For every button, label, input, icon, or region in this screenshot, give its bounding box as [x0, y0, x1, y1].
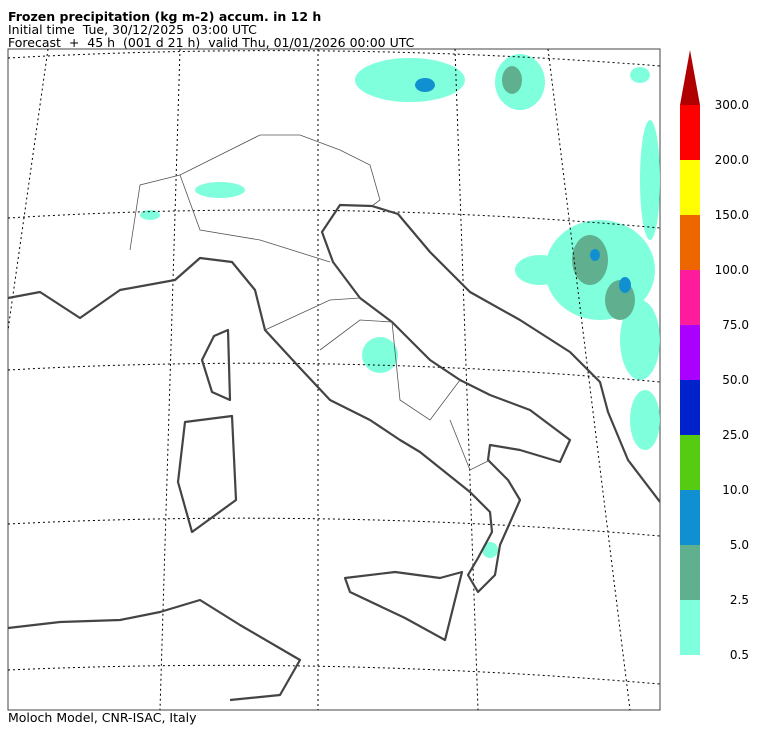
forecast-time: Forecast + 45 h (001 d 21 h) valid Thu, … [8, 35, 415, 50]
colorbar-label: 50.0 [722, 373, 749, 387]
colorbar-segment [680, 600, 700, 655]
colorbar-segment [680, 160, 700, 215]
colorbar-segment [680, 270, 700, 325]
colorbar: 0.5 2.5 5.0 10.0 25.0 50.0 75.0 100.0 150.0 200.0… [680, 50, 749, 662]
footer: Moloch Model, CNR-ISAC, Italy [8, 710, 197, 725]
colorbar-label: 200.0 [715, 153, 749, 167]
map-frame [7, 48, 661, 711]
precip-areas-2 [502, 66, 635, 320]
precip-areas-3 [415, 78, 631, 293]
colorbar-label: 25.0 [722, 428, 749, 442]
title: Frozen precipitation (kg m-2) accum. in … [8, 9, 321, 24]
map [7, 48, 661, 711]
colorbar-segment [680, 545, 700, 600]
colorbar-segment [680, 435, 700, 490]
colorbar-segment [680, 215, 700, 270]
colorbar-segment [680, 490, 700, 545]
colorbar-label: 300.0 [715, 98, 749, 112]
initial-time: Initial time Tue, 30/12/2025 03:00 UTC [8, 22, 257, 37]
colorbar-label: 10.0 [722, 483, 749, 497]
colorbar-segment [680, 105, 700, 160]
colorbar-label: 0.5 [730, 648, 749, 662]
graticule [8, 49, 660, 710]
colorbar-segment [680, 325, 700, 380]
colorbar-label: 5.0 [730, 538, 749, 552]
colorbar-segment [680, 380, 700, 435]
colorbar-label: 100.0 [715, 263, 749, 277]
colorbar-extension [680, 50, 700, 105]
borders [129, 134, 491, 471]
colorbar-label: 2.5 [730, 593, 749, 607]
colorbar-label: 150.0 [715, 208, 749, 222]
colorbar-label: 75.0 [722, 318, 749, 332]
